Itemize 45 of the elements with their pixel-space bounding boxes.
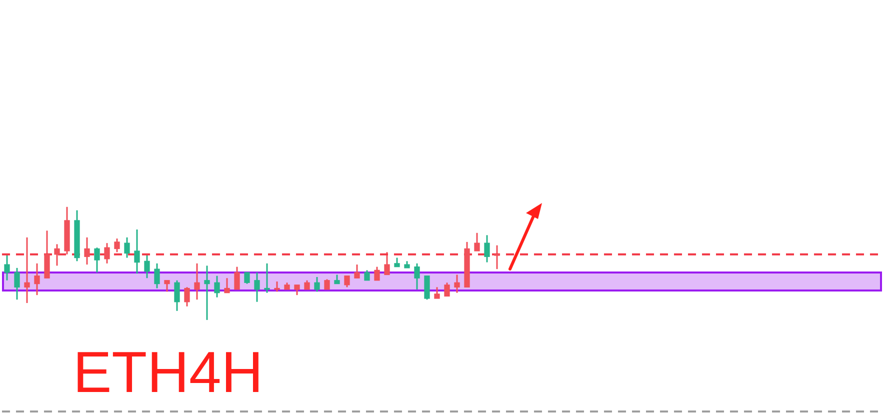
candlestick — [434, 286, 440, 300]
text: ETH4H — [73, 340, 264, 405]
candlestick — [194, 262, 200, 300]
candlestick — [484, 234, 490, 264]
candlestick — [224, 277, 230, 294]
candlestick — [274, 280, 280, 292]
candlestick — [154, 262, 160, 290]
candlestick — [214, 275, 220, 298]
candlestick — [454, 274, 460, 294]
candlestick — [4, 254, 10, 282]
candlestick — [344, 275, 350, 288]
candlestick — [24, 236, 30, 304]
candlestick — [364, 269, 370, 282]
candlestick — [474, 232, 480, 252]
candlestick — [264, 262, 270, 294]
candlestick — [184, 286, 190, 308]
candlestick — [374, 266, 380, 282]
candlestick — [204, 264, 210, 321]
candlestick — [164, 280, 170, 292]
candlestick — [444, 282, 450, 297]
candlestick — [424, 275, 430, 300]
candlestick — [314, 276, 320, 292]
candlestick — [104, 242, 110, 264]
candlestick — [384, 251, 390, 276]
candlestick — [144, 254, 150, 279]
candlestick — [54, 243, 60, 266]
candlestick — [394, 257, 400, 268]
candlestick — [94, 246, 100, 274]
candlestick — [114, 238, 120, 253]
candlestick — [124, 236, 130, 259]
candlestick — [254, 272, 260, 303]
candlestick — [494, 244, 500, 270]
candlestick — [294, 284, 300, 296]
candlestick — [174, 280, 180, 312]
candlestick — [414, 262, 420, 290]
candlestick — [304, 280, 310, 290]
candlestick — [354, 264, 360, 279]
candlestick — [34, 262, 40, 296]
candlestick — [244, 272, 250, 285]
candlestick — [134, 228, 140, 274]
candlestick — [14, 267, 20, 300]
candlestick — [84, 236, 90, 266]
candlestick — [334, 274, 340, 285]
candlestick — [234, 266, 240, 290]
candlestick — [324, 278, 330, 290]
